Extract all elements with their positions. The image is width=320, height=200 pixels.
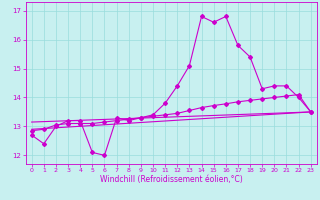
X-axis label: Windchill (Refroidissement éolien,°C): Windchill (Refroidissement éolien,°C) bbox=[100, 175, 243, 184]
